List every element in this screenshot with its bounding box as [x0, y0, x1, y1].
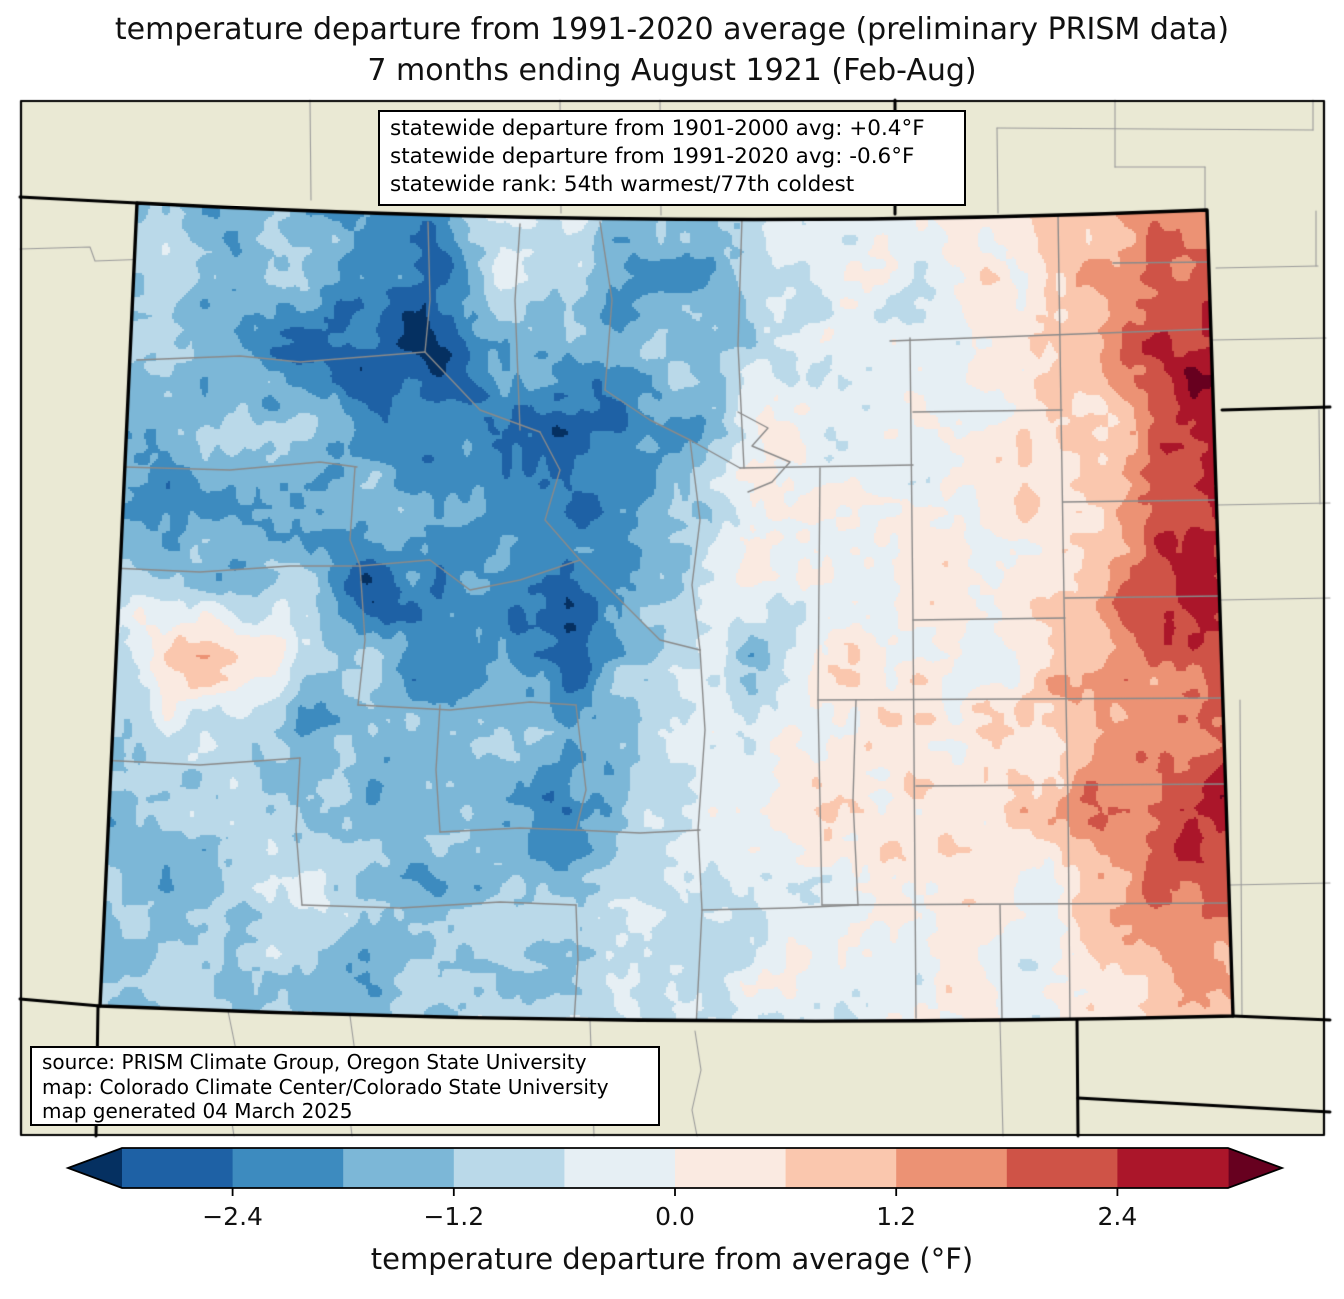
source-line-1: source: PRISM Climate Group, Oregon Stat… [42, 1050, 587, 1074]
source-line-2: map: Colorado Climate Center/Colorado St… [42, 1074, 609, 1099]
page-title: temperature departure from 1991-2020 ave… [114, 12, 1230, 47]
colorbar-tick-label: 0.0 [655, 1202, 695, 1231]
source-attribution-box: source: PRISM Climate Group, Oregon Stat… [30, 1046, 660, 1126]
stats-line-1: statewide departure from 1901-2000 avg: … [390, 116, 925, 141]
colorbar-tick-label: 2.4 [1097, 1202, 1138, 1231]
source-line-3: map generated 04 March 2025 [42, 1099, 353, 1123]
colorbar-tick-label: −1.2 [423, 1202, 485, 1231]
colorbar-tick-label: −2.4 [202, 1202, 263, 1231]
colorbar-tick-label: 1.2 [876, 1202, 917, 1231]
page-subtitle: 7 months ending August 1921 (Feb-Aug) [367, 53, 977, 88]
stats-line-2: statewide departure from 1991-2020 avg: … [390, 144, 915, 169]
stats-line-3: statewide rank: 54th warmest/77th coldes… [390, 172, 855, 197]
statewide-stats-box: statewide departure from 1901-2000 avg: … [378, 110, 966, 206]
colorbar-axis-label: temperature departure from average (°F) [370, 1242, 974, 1276]
